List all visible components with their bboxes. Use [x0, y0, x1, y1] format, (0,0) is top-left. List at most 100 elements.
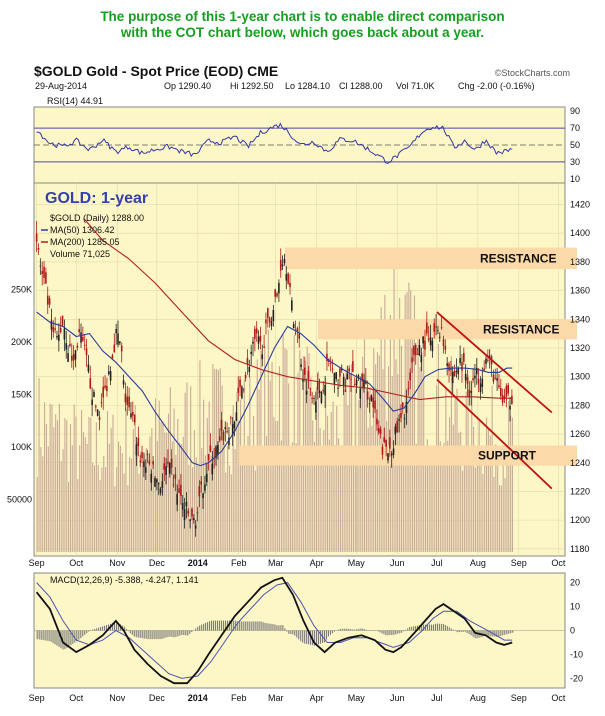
- macd-histogram-bar: [476, 630, 478, 639]
- volume-bar: [190, 386, 192, 552]
- volume-bar: [393, 268, 395, 552]
- x-tick-label: Oct: [551, 558, 566, 568]
- volume-bar: [323, 429, 325, 552]
- candle-body: [316, 381, 319, 390]
- x-tick-label: Sep: [29, 693, 45, 703]
- volume-bar: [238, 421, 240, 552]
- candle-body: [43, 266, 45, 278]
- volume-bar: [79, 445, 81, 552]
- candle-body: [113, 344, 116, 353]
- volume-tick-label: 150K: [11, 390, 32, 400]
- macd-histogram-bar: [135, 630, 137, 638]
- chart-date: 29-Aug-2014: [35, 81, 87, 91]
- candle-body: [405, 401, 408, 414]
- volume-bar: [130, 458, 133, 552]
- volume-bar: [240, 399, 242, 552]
- candle-body: [370, 395, 373, 401]
- candle-body: [132, 412, 134, 416]
- candle-body: [355, 379, 358, 386]
- price-tick-label: 1360: [570, 286, 590, 296]
- macd-histogram-bar: [399, 630, 401, 634]
- volume-bar: [68, 482, 70, 552]
- candle-body: [198, 486, 201, 497]
- macd-histogram-bar: [468, 630, 470, 635]
- macd-histogram-bar: [230, 620, 232, 631]
- volume-bar: [410, 290, 412, 552]
- candle-body: [318, 390, 321, 394]
- macd-histogram-bar: [274, 624, 276, 631]
- volume-bar: [227, 445, 229, 552]
- macd-histogram-bar: [96, 628, 98, 631]
- candle-body: [400, 412, 402, 418]
- x-tick-label: Jul: [431, 558, 443, 568]
- ohlc-low: Lo 1284.10: [285, 81, 330, 91]
- macd-histogram-bar: [436, 623, 438, 631]
- volume-bar: [154, 398, 157, 552]
- volume-bar: [106, 411, 109, 552]
- macd-histogram-bar: [377, 630, 379, 632]
- macd-histogram-bar: [149, 630, 151, 640]
- macd-histogram-bar: [442, 623, 444, 631]
- candle-body: [459, 358, 461, 364]
- candle-body: [333, 373, 336, 385]
- volume-bar: [354, 388, 356, 552]
- candle-body: [475, 367, 478, 375]
- volume-bar: [463, 453, 465, 552]
- rsi-line: [36, 122, 513, 164]
- volume-bar: [301, 460, 303, 552]
- volume-bar: [38, 377, 40, 552]
- volume-bar: [486, 417, 488, 552]
- candle-body: [45, 272, 47, 284]
- candle-body: [120, 345, 123, 352]
- macd-histogram-bar: [329, 630, 331, 635]
- candle-body: [146, 453, 149, 456]
- macd-tick-label: -20: [570, 673, 583, 683]
- volume-bar: [432, 450, 434, 552]
- x-tick-label: Dec: [149, 558, 166, 568]
- x-tick-label: Aug: [470, 693, 486, 703]
- volume-bar: [56, 420, 59, 552]
- macd-histogram-bar: [127, 630, 129, 632]
- macd-histogram-bar: [405, 629, 407, 631]
- candle-body: [468, 389, 471, 398]
- macd-histogram-bar: [107, 624, 110, 631]
- candle-body: [107, 371, 110, 375]
- volume-bar: [369, 387, 371, 552]
- volume-bar: [474, 467, 477, 552]
- candle-body: [453, 371, 456, 377]
- candle-body: [340, 368, 343, 371]
- macd-histogram-bar: [165, 630, 167, 638]
- volume-bar: [142, 462, 144, 552]
- macd-histogram-bar: [282, 625, 284, 631]
- volume-bar: [232, 405, 234, 552]
- candle-body: [193, 518, 195, 520]
- macd-histogram-bar: [84, 630, 86, 635]
- macd-histogram-bar: [341, 628, 343, 631]
- price-tick-label: 1320: [570, 343, 590, 353]
- macd-histogram-bar: [325, 630, 328, 640]
- macd-histogram-bar: [280, 625, 282, 631]
- volume-bar: [347, 405, 349, 552]
- price-tick-label: 1300: [570, 372, 590, 382]
- candle-body: [167, 461, 169, 464]
- volume-bar: [193, 430, 195, 552]
- volume-bar: [136, 442, 138, 552]
- candle-body: [470, 391, 473, 393]
- macd-histogram-bar: [300, 630, 302, 642]
- candle-body: [141, 452, 143, 459]
- volume-bar: [86, 443, 88, 552]
- macd-histogram-bar: [411, 626, 413, 631]
- ma200-line: [83, 218, 513, 401]
- volume-bar: [319, 428, 321, 552]
- candle-body: [87, 364, 90, 372]
- macd-histogram-bar: [260, 621, 262, 631]
- chart-title: $GOLD Gold - Spot Price (EOD) CME: [34, 63, 278, 79]
- candle-body: [202, 493, 204, 499]
- candle-body: [231, 424, 234, 436]
- macd-histogram-bar: [393, 630, 395, 635]
- macd-histogram-bar: [105, 625, 108, 631]
- volume-bar: [269, 380, 271, 552]
- candle-body: [83, 344, 86, 346]
- macd-histogram-bar: [446, 626, 448, 631]
- volume-bar: [506, 465, 508, 552]
